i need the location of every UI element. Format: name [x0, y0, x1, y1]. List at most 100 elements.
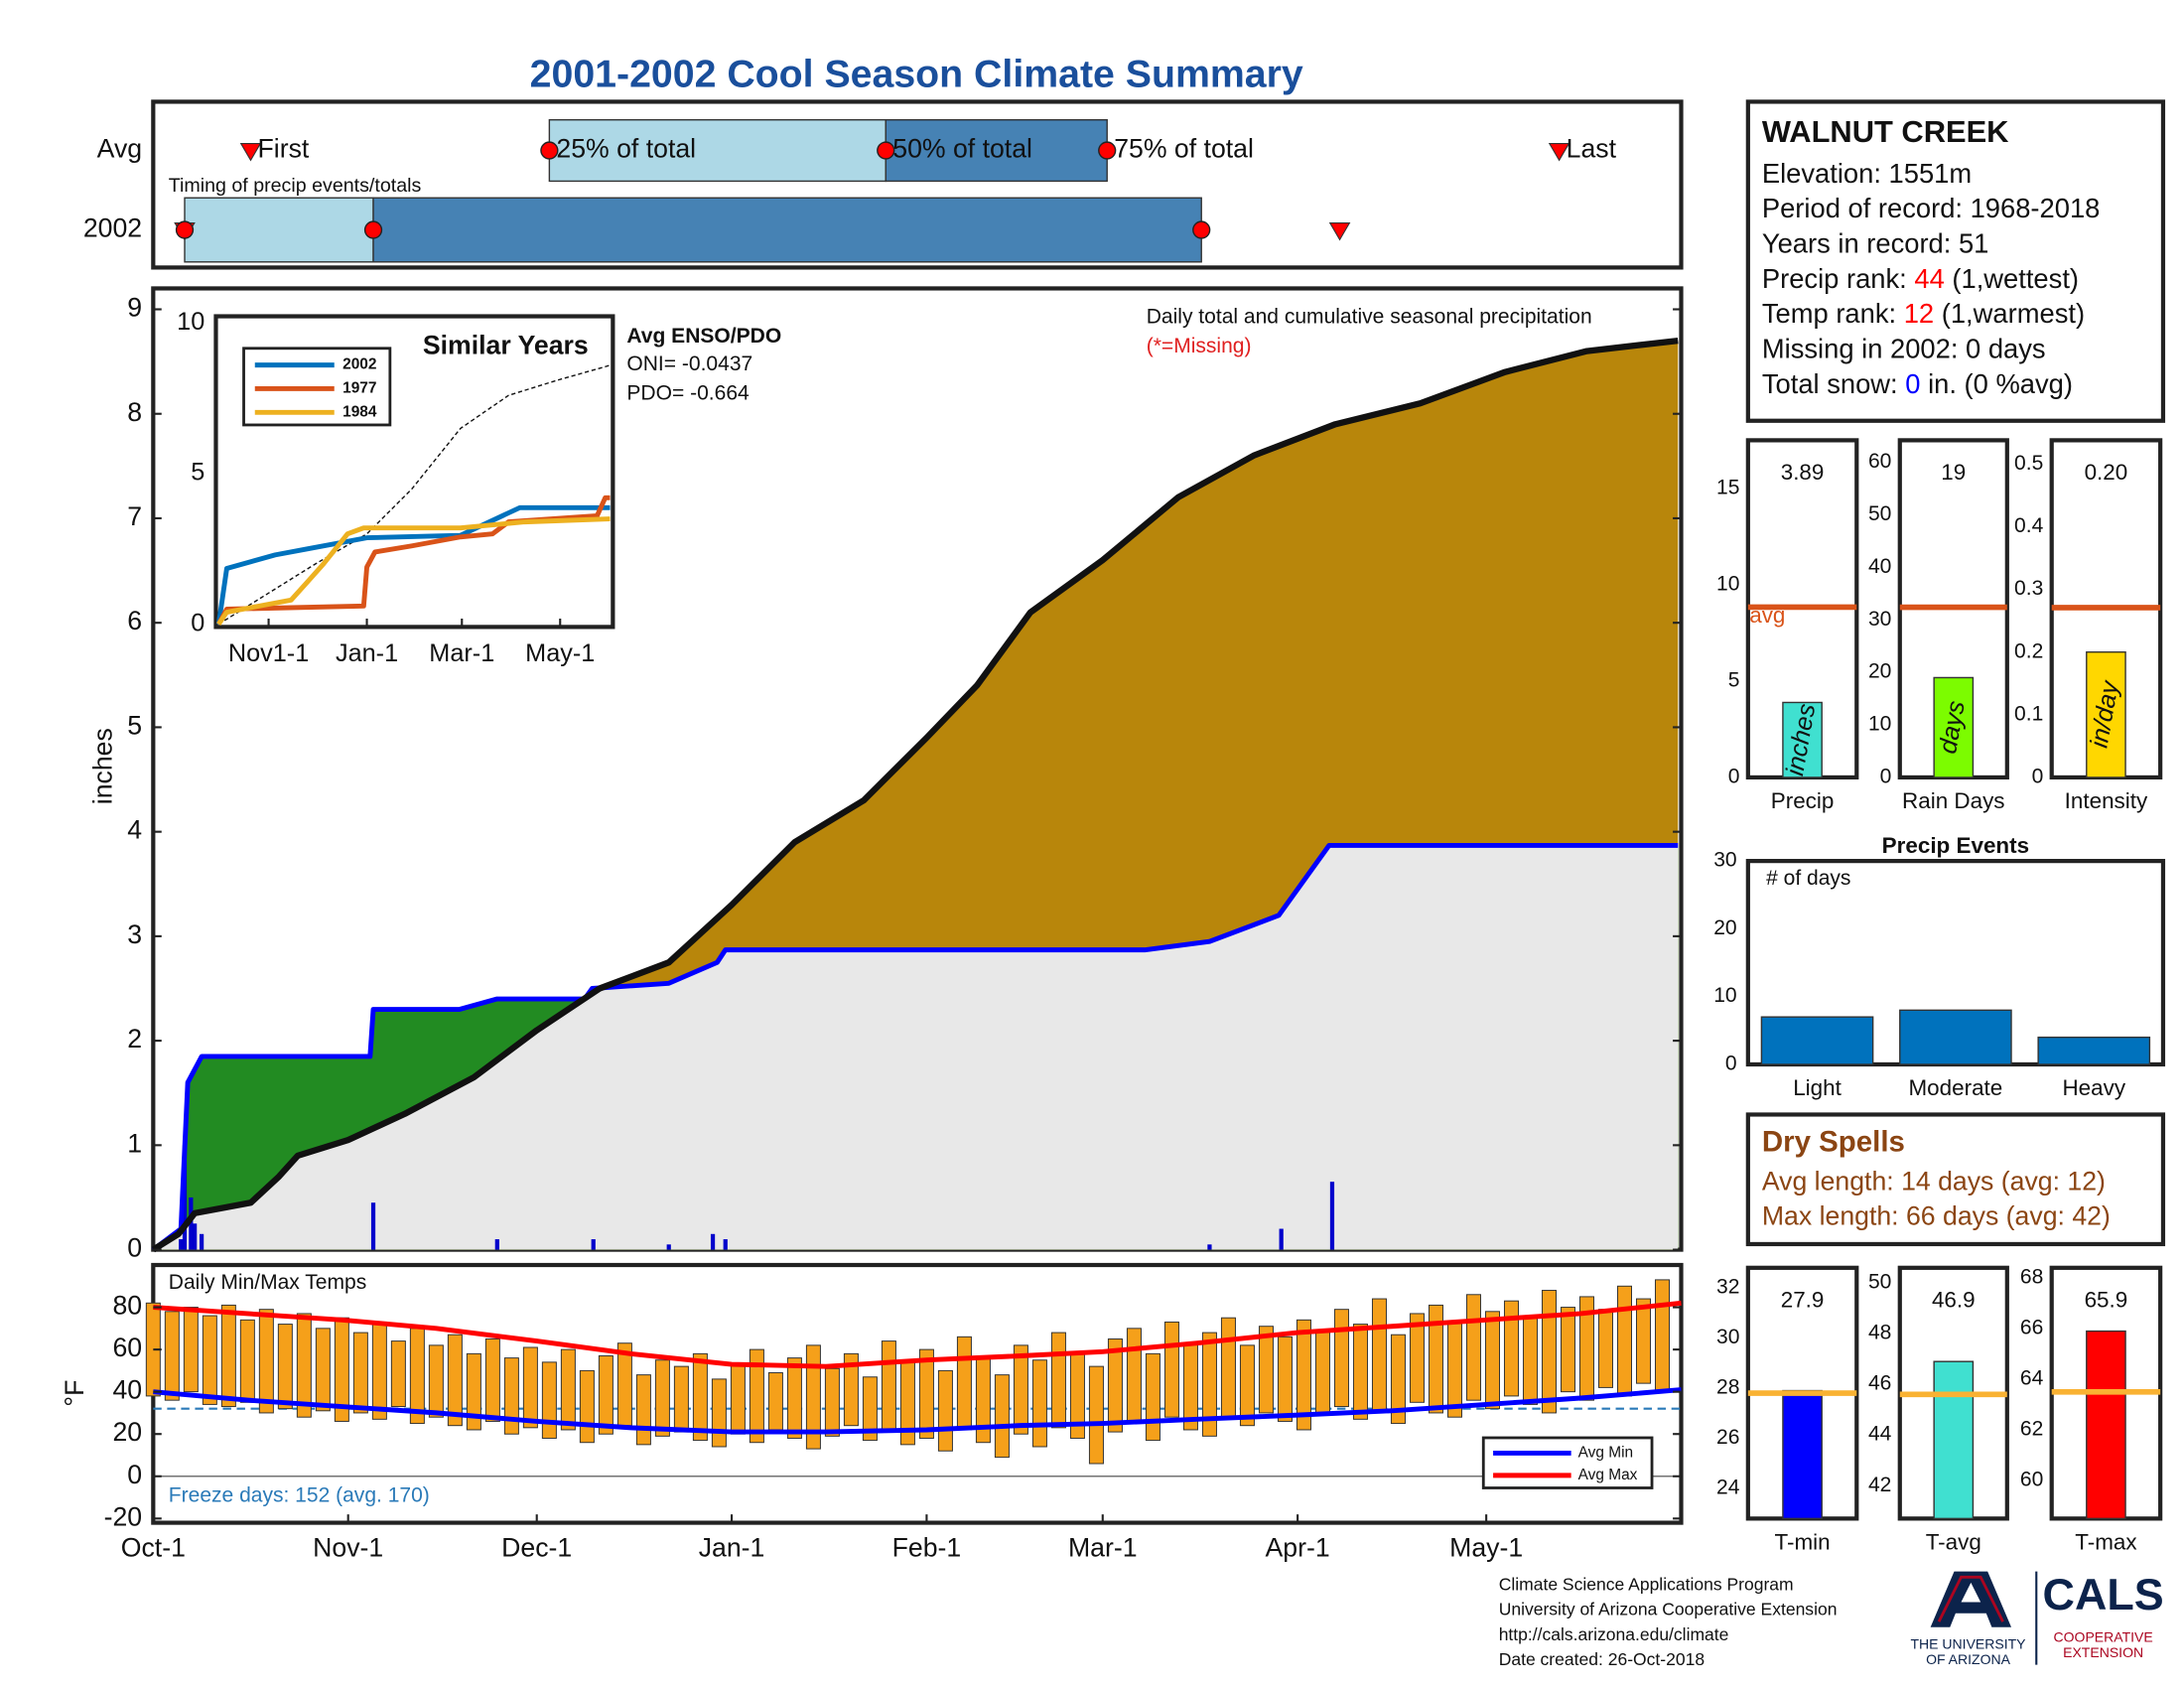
y-tick-label: 42 — [1868, 1474, 1891, 1496]
daily-bar — [710, 1233, 716, 1250]
footer-line: http://cals.arizona.edu/climate — [1499, 1624, 1729, 1644]
category-label: T-avg — [1926, 1530, 1981, 1555]
total-marker — [363, 220, 383, 239]
bar — [1782, 701, 1823, 778]
y-tick-label: 48 — [1868, 1322, 1891, 1344]
y-tick-label: 4 — [127, 815, 142, 845]
temp-range-bar — [1597, 1309, 1613, 1388]
inset-title: Similar Years — [423, 330, 589, 359]
event-label: 50% of total — [892, 134, 1032, 164]
temp-range-bar — [1258, 1326, 1274, 1414]
row-label: Avg — [97, 134, 142, 164]
bar — [2086, 1330, 2126, 1520]
temp-range-bar — [352, 1332, 368, 1414]
bar — [1782, 1389, 1823, 1520]
footer-line: Date created: 26-Oct-2018 — [1499, 1649, 1705, 1669]
highlight: 44 — [1914, 263, 1944, 294]
y-tick-label: 50 — [1868, 1271, 1891, 1294]
y-tick-label: 2 — [127, 1024, 142, 1054]
temp-range-bar — [1182, 1342, 1198, 1431]
x-tick-label: Mar-1 — [429, 639, 494, 667]
temp-range-bar — [767, 1372, 783, 1431]
daily-bar — [179, 1239, 184, 1250]
event-marker — [239, 142, 262, 162]
y-tick-label: 1 — [127, 1128, 142, 1158]
logo-text: OF ARIZONA — [1926, 1651, 2011, 1667]
daily-bar — [666, 1244, 671, 1250]
legend-label: 1984 — [342, 403, 377, 420]
daily-bar — [193, 1223, 198, 1250]
x-tick-label: Apr-1 — [1266, 1532, 1330, 1562]
temp-range-bar — [1503, 1300, 1519, 1397]
temp-range-bar — [1484, 1311, 1500, 1410]
note-title: Avg ENSO/PDO — [626, 325, 781, 348]
legend-label: 2002 — [342, 356, 376, 373]
y-tick-label: 20 — [112, 1417, 142, 1447]
temp-range-bar — [1296, 1319, 1311, 1431]
area-base — [153, 845, 1679, 1250]
y-tick-label: 44 — [1868, 1423, 1892, 1446]
total-marker — [1192, 220, 1211, 239]
y-tick-label: 0 — [191, 609, 205, 636]
x-tick-label: Mar-1 — [1068, 1532, 1138, 1562]
page-title: 2001-2002 Cool Season Climate Summary — [530, 53, 1303, 96]
category-label: Intensity — [2065, 788, 2148, 813]
highlight: 12 — [1904, 298, 1934, 329]
value-label: 27.9 — [1781, 1287, 1825, 1312]
daily-bar — [1279, 1228, 1284, 1250]
y-tick-label: 60 — [112, 1333, 142, 1362]
logo-cals: CALS — [2043, 1569, 2164, 1619]
temp-range-bar — [1050, 1332, 1066, 1429]
station-line: Years in record: 51 — [1762, 228, 1989, 259]
y-tick-label: 5 — [1728, 668, 1740, 691]
y-tick-label: 60 — [1868, 450, 1891, 473]
bar — [1933, 676, 1975, 778]
y-tick-label: 0 — [127, 1460, 142, 1489]
event-marker — [1548, 142, 1570, 162]
legend-box — [1481, 1436, 1654, 1489]
temp-range-bar — [956, 1336, 972, 1431]
total-marker — [175, 220, 195, 239]
value-label: 3.89 — [1781, 460, 1825, 485]
y-axis-label: # of days — [1766, 867, 1850, 890]
label: Daily total and cumulative seasonal prec… — [1147, 305, 1592, 328]
footer-line: Climate Science Applications Program — [1499, 1574, 1794, 1594]
y-tick-label: 66 — [2020, 1317, 2043, 1339]
temp-range-bar — [1126, 1328, 1142, 1425]
temp-range-bar — [1088, 1365, 1104, 1465]
bar — [1760, 1016, 1874, 1065]
y-tick-label: 26 — [1716, 1426, 1739, 1449]
daily-bar — [370, 1202, 376, 1250]
y-tick-label: 0.2 — [2014, 639, 2043, 662]
text-part: Years in record: 51 — [1762, 228, 1989, 259]
temp-range-bar — [918, 1348, 934, 1439]
text-part: (1,warmest) — [1934, 298, 2085, 329]
y-tick-label: 0.4 — [2014, 514, 2044, 537]
y-tick-label: 40 — [112, 1375, 142, 1405]
total-marker — [1098, 141, 1117, 160]
temp-range-bar — [1560, 1307, 1575, 1393]
quartile-box — [548, 118, 887, 183]
y-tick-label: 30 — [1868, 608, 1891, 631]
temp-range-bar — [711, 1378, 727, 1448]
temp-range-bar — [1352, 1324, 1368, 1420]
temp-range-bar — [1409, 1313, 1425, 1403]
temp-range-bar — [258, 1309, 274, 1414]
series-line — [151, 337, 1679, 1253]
arizona-logo — [1930, 1571, 2038, 1665]
station-line: Total snow: 0 in. (0 %avg) — [1762, 368, 2073, 399]
y-tick-label: 0 — [127, 1233, 142, 1263]
daily-bar — [1207, 1244, 1212, 1250]
temp-range-bar — [1013, 1344, 1028, 1435]
y-tick-label: 0.5 — [2014, 452, 2043, 475]
y-tick-label: 20 — [1868, 660, 1891, 683]
temp-range-bar — [1314, 1330, 1330, 1416]
x-tick-label: May-1 — [525, 639, 595, 667]
y-axis-label: °F — [60, 1380, 89, 1407]
bar — [2086, 651, 2126, 778]
series-line — [216, 494, 611, 626]
x-tick-label: Feb-1 — [892, 1532, 962, 1562]
station-line: Missing in 2002: 0 days — [1762, 334, 2046, 364]
note-line: PDO= -0.664 — [626, 382, 750, 405]
